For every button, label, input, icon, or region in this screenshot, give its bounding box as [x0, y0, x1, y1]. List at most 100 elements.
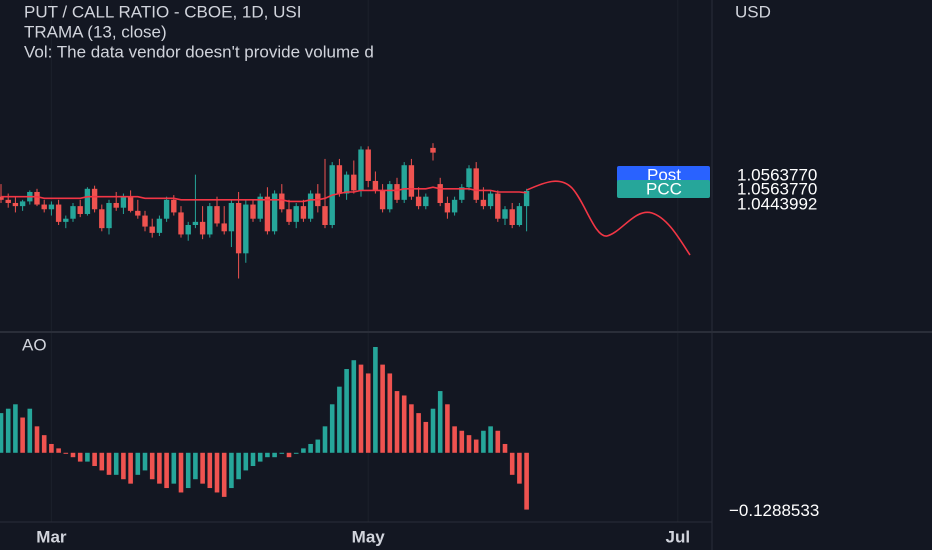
candle-body: [171, 199, 177, 213]
candle-body: [487, 193, 494, 207]
ao-bar: [92, 452, 97, 467]
price-name: Post: [647, 165, 681, 184]
ao-bar: [178, 452, 184, 493]
ao-bar: [365, 373, 371, 453]
candle-body: [185, 225, 191, 235]
ao-bar: [409, 404, 414, 453]
candle-body: [250, 204, 256, 219]
ao-bar: [193, 452, 198, 480]
candle-body: [127, 196, 134, 211]
ao-bar: [0, 413, 4, 453]
ao-bar: [171, 452, 177, 484]
trama-line: [1, 186, 527, 203]
chart-title: PUT / CALL RATIO - CBOE, 1D, USI: [24, 2, 301, 21]
candle-body: [228, 202, 235, 232]
ao-bar: [27, 408, 33, 453]
ao-bar: [106, 452, 112, 475]
candle-body: [372, 180, 379, 191]
marks: [0, 143, 530, 510]
ao-bar: [113, 452, 119, 475]
candle-body: [135, 210, 141, 216]
axes: 1.0563770 Post 1.0563770 PCC 1.0443992 Mar May…: [36, 165, 819, 546]
candle-body: [300, 206, 307, 219]
ao-bar: [49, 443, 54, 453]
ao-bar: [315, 439, 321, 453]
ao-bar: [164, 452, 169, 489]
candle-body: [307, 193, 314, 219]
candle-body: [12, 202, 19, 207]
candle-body: [120, 196, 127, 208]
candle-body: [394, 184, 400, 200]
candle-body: [322, 206, 328, 226]
candle-body: [444, 202, 451, 213]
ao-bar: [488, 426, 493, 453]
candle-body: [408, 165, 415, 197]
candle-body: [358, 149, 364, 191]
price-label: 1.0563770: [737, 179, 817, 198]
ao-bar: [524, 452, 529, 510]
ao-bar: [387, 373, 393, 453]
candle-body: [199, 221, 206, 235]
candle-body: [214, 206, 220, 224]
candle-body: [149, 226, 155, 233]
ao-bar: [373, 346, 378, 453]
x-tick-label: May: [352, 527, 386, 546]
volume-note: Vol: The data vendor doesn't provide vol…: [24, 42, 374, 61]
candle-body: [235, 202, 242, 254]
price-name-box: [617, 180, 710, 198]
candle-body: [34, 191, 40, 205]
ao-bar: [200, 452, 205, 484]
ao-bar: [135, 452, 141, 475]
candle-body: [336, 165, 343, 194]
price-label: 1.0563770: [737, 165, 817, 184]
candle-body: [387, 184, 393, 210]
candle-body: [163, 199, 170, 219]
ao-bar: [416, 413, 421, 453]
ao-bar: [214, 452, 220, 493]
candle-body: [207, 206, 213, 235]
candle-body: [430, 147, 436, 153]
currency: USD: [735, 2, 771, 21]
candle-body: [495, 193, 501, 219]
ao-bar: [509, 452, 515, 475]
candle-body: [502, 209, 508, 219]
ao-bar: [207, 452, 213, 489]
candle-body: [48, 204, 55, 210]
candle-body: [466, 168, 472, 188]
candle-body: [343, 174, 350, 194]
ao-bar: [5, 408, 11, 453]
candle-body: [91, 188, 98, 210]
ao-bar: [301, 448, 306, 453]
candle-body: [55, 204, 62, 222]
candle-body: [264, 196, 271, 232]
candle-body: [77, 206, 83, 214]
ao-bar: [85, 452, 90, 462]
candle-body: [271, 193, 278, 232]
candle-body: [423, 196, 429, 207]
ao-bar: [13, 404, 18, 453]
candle-body: [293, 206, 299, 222]
candle-body: [99, 209, 105, 229]
candle-body: [156, 218, 163, 233]
ao-bar: [149, 452, 155, 480]
ao-bar: [445, 404, 450, 453]
candle-body: [286, 209, 292, 222]
candle-body: [379, 190, 386, 210]
ao-bar: [401, 395, 407, 453]
ao-bar: [41, 435, 47, 453]
ao-bar: [272, 452, 277, 458]
ao-title: AO: [22, 335, 47, 354]
ao-bar: [293, 452, 299, 454]
candle-body: [41, 204, 47, 210]
ao-bar: [185, 452, 191, 489]
ao-bar: [20, 417, 25, 453]
ao-bar: [437, 391, 443, 453]
candle-body: [84, 188, 91, 214]
ao-bar: [34, 426, 40, 453]
ao-bar: [250, 452, 256, 467]
price-name-box: [617, 166, 710, 184]
candle-body: [459, 187, 465, 200]
ao-bar: [77, 452, 83, 462]
candle-body: [221, 223, 227, 232]
